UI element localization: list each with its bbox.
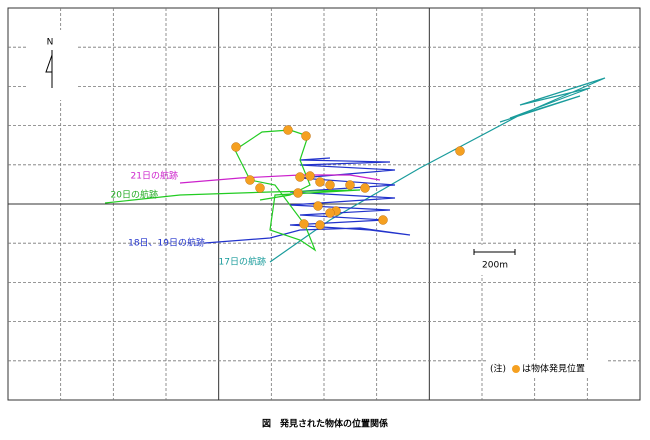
object-dot xyxy=(455,146,465,156)
track-20 xyxy=(104,129,361,252)
object-dot xyxy=(325,208,335,218)
legend-dot xyxy=(512,365,520,373)
object-dot xyxy=(299,219,309,229)
tracks xyxy=(104,77,606,263)
north-label: N xyxy=(47,38,54,48)
object-dot xyxy=(295,172,305,182)
north-arrow: N xyxy=(28,30,78,100)
object-dot xyxy=(301,131,311,141)
legend: (注) は物体発見位置 xyxy=(486,360,606,378)
object-dot xyxy=(313,201,323,211)
object-dot xyxy=(315,220,325,230)
track-18-19 xyxy=(204,157,411,244)
object-dot xyxy=(360,183,370,193)
object-dot xyxy=(378,215,388,225)
label-18-19: 18日、19日の航跡 xyxy=(128,237,205,249)
object-dot xyxy=(325,180,335,190)
grid xyxy=(7,7,641,401)
north-box xyxy=(28,30,78,100)
scale-label: 200m xyxy=(482,261,508,271)
object-dot xyxy=(345,180,355,190)
track-17 xyxy=(269,77,606,263)
legend-box xyxy=(486,360,606,378)
object-dot xyxy=(293,188,303,198)
label-17: 17日の航跡 xyxy=(219,256,266,268)
grid-lines xyxy=(8,8,640,400)
object-dot xyxy=(283,125,293,135)
object-dot xyxy=(255,183,265,193)
label-20: 20日の航跡 xyxy=(111,189,158,201)
scale-line xyxy=(473,249,516,255)
legend-prefix: (注) xyxy=(490,363,506,375)
scale-box xyxy=(470,245,520,275)
scale-bar: 200m xyxy=(470,245,520,275)
object-dot xyxy=(231,142,241,152)
caption: 図 発見された物体の位置関係 xyxy=(262,418,388,430)
legend-text: は物体発見位置 xyxy=(522,363,585,375)
object-dot xyxy=(245,175,255,185)
object-dot xyxy=(315,177,325,187)
object-dot xyxy=(305,171,315,181)
found-objects xyxy=(231,125,465,230)
north-arrow-shape xyxy=(45,50,53,88)
label-21: 21日の航跡 xyxy=(131,170,178,182)
